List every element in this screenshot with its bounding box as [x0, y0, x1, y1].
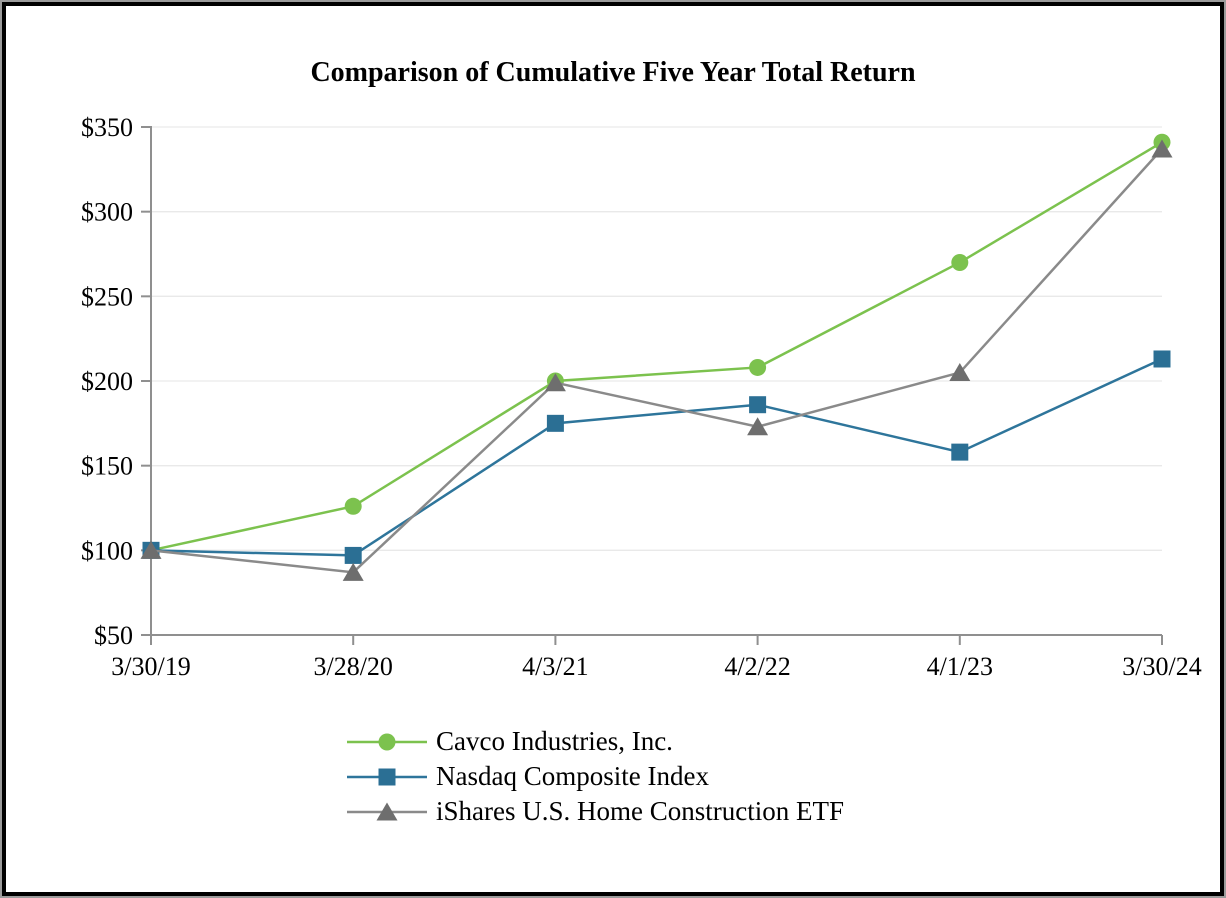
legend-label: iShares U.S. Home Construction ETF	[436, 796, 844, 826]
chart-title: Comparison of Cumulative Five Year Total…	[310, 57, 916, 88]
legend-item-nasdaq-composite-index: Nasdaq Composite Index	[347, 759, 844, 794]
y-tick-label: $100	[81, 536, 133, 565]
data-point-ishares-u-s-home-construction-etf-5	[1151, 139, 1173, 158]
legend-swatch-triangle-icon	[347, 802, 427, 820]
legend-marker-triangle-icon	[376, 802, 398, 820]
y-tick-label: $150	[81, 452, 133, 481]
series-cavco-industries-inc	[142, 133, 1171, 559]
data-point-ishares-u-s-home-construction-etf-4	[949, 363, 971, 382]
y-tick-label: $350	[81, 113, 133, 142]
legend-item-cavco-industries-inc: Cavco Industries, Inc.	[347, 724, 844, 759]
data-point-ishares-u-s-home-construction-etf-1	[342, 562, 364, 581]
legend-label: Nasdaq Composite Index	[436, 761, 709, 791]
x-tick-label: 3/30/24	[1122, 652, 1201, 681]
x-tick-label: 3/30/19	[111, 652, 190, 681]
series-ishares-u-s-home-construction-etf	[140, 139, 1173, 581]
legend-marker-square-icon	[378, 768, 396, 785]
data-point-nasdaq-composite-index-2	[546, 414, 564, 432]
y-tick-label: $50	[94, 621, 133, 650]
series-line-nasdaq-composite-index	[150, 357, 1163, 557]
data-point-cavco-industries-inc-1	[344, 497, 362, 515]
data-point-nasdaq-composite-index-5	[1153, 350, 1171, 368]
series-line-cavco-industries-inc	[150, 141, 1163, 552]
legend-swatch-square-icon	[347, 768, 427, 785]
legend-swatch-circle-icon	[347, 733, 427, 750]
data-point-nasdaq-composite-index-4	[951, 443, 969, 461]
y-tick-label: $250	[81, 282, 133, 311]
data-point-ishares-u-s-home-construction-etf-0	[140, 540, 162, 559]
legend: Cavco Industries, Inc. Nasdaq Composite I…	[347, 724, 844, 829]
y-tick-label: $300	[81, 198, 133, 227]
line-chart-plot-area: $50 $100 $150 $200 $250 $300 $350 3/30/19 3/28/2…	[81, 113, 1202, 681]
data-point-nasdaq-composite-index-1	[344, 546, 362, 564]
series-nasdaq-composite-index	[142, 350, 1171, 564]
data-point-ishares-u-s-home-construction-etf-2	[544, 373, 566, 392]
x-tick-label: 4/2/22	[724, 652, 790, 681]
legend-marker-circle-icon	[378, 733, 396, 750]
legend-label: Cavco Industries, Inc.	[436, 726, 673, 756]
x-tick-label: 4/1/23	[927, 652, 993, 681]
legend-item-ishares-u-s-home-construction-etf: iShares U.S. Home Construction ETF	[347, 794, 844, 829]
data-point-cavco-industries-inc-3	[749, 358, 767, 376]
series-line-ishares-u-s-home-construction-etf	[150, 148, 1163, 574]
data-point-cavco-industries-inc-4	[951, 253, 969, 271]
data-point-ishares-u-s-home-construction-etf-3	[747, 417, 769, 436]
x-tick-label: 4/3/21	[522, 652, 588, 681]
x-tick-label: 3/28/20	[313, 652, 392, 681]
y-tick-label: $200	[81, 367, 133, 396]
data-point-nasdaq-composite-index-3	[749, 396, 767, 414]
